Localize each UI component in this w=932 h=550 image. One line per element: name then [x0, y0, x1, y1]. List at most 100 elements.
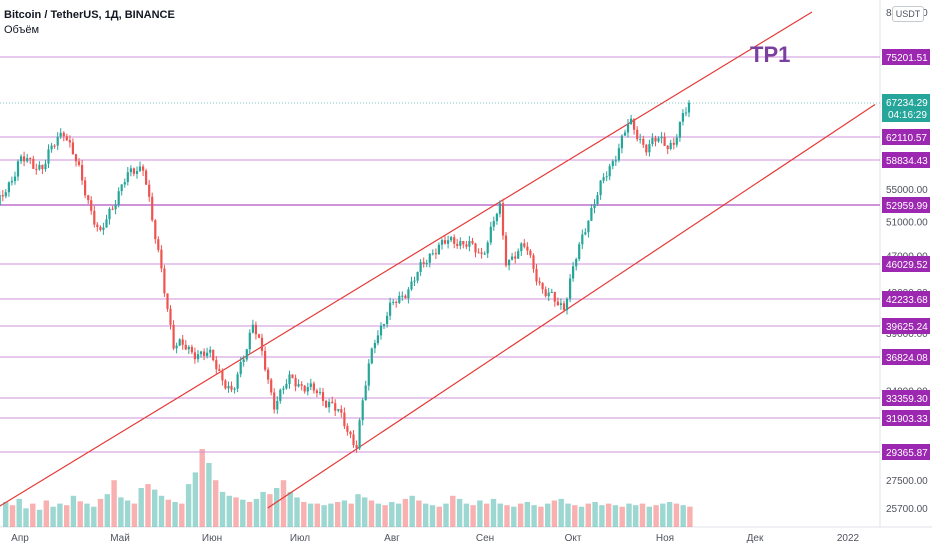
volume-bar — [185, 484, 192, 527]
volume-bar — [538, 506, 544, 527]
candle-body — [334, 403, 337, 411]
volume-bar — [633, 505, 639, 527]
candle-body — [529, 250, 532, 256]
candle-body — [187, 346, 190, 350]
volume-bar — [328, 503, 334, 527]
candle-body — [29, 158, 32, 160]
candle-body — [389, 302, 392, 316]
candle-body — [434, 253, 437, 255]
volume-bar — [578, 506, 585, 527]
candle-body — [678, 121, 681, 138]
candle-body — [556, 301, 559, 305]
candle-body — [291, 374, 294, 379]
currency-unit-badge[interactable]: USDT — [892, 6, 924, 22]
volume-bar — [355, 494, 361, 527]
candle-body — [1, 195, 4, 197]
volume-bar — [504, 505, 510, 527]
candle-body — [562, 303, 566, 311]
candle-body — [77, 161, 81, 165]
candle-body — [340, 409, 343, 413]
candle-body — [10, 181, 13, 183]
candle-body — [465, 244, 468, 247]
volume-bar — [524, 502, 530, 527]
candle-body — [13, 176, 17, 182]
candle-body — [687, 102, 691, 113]
y-tick-label: 27500.00 — [886, 476, 928, 487]
x-tick-label: Дек — [747, 533, 764, 544]
volume-bar — [348, 503, 354, 527]
volume-bar — [558, 498, 564, 527]
candle-body — [62, 132, 65, 137]
candle-body — [578, 244, 581, 259]
candle-body — [267, 369, 270, 380]
candle-body — [511, 256, 514, 260]
candle-body — [575, 259, 578, 267]
candle-body — [157, 239, 160, 250]
candle-body — [227, 385, 230, 389]
volume-bar — [619, 506, 625, 527]
candle-body — [492, 221, 495, 227]
candle-body — [166, 293, 169, 309]
candle-body — [590, 208, 593, 221]
candle-body — [367, 363, 370, 386]
candle-body — [254, 324, 257, 335]
volume-bar — [50, 506, 56, 527]
volume-bar — [592, 502, 598, 527]
candle-body — [196, 354, 200, 360]
volume-bar — [138, 488, 144, 527]
candle-body — [428, 253, 431, 263]
candle-body — [587, 220, 590, 233]
candle-body — [114, 205, 117, 210]
volume-bar — [43, 500, 49, 527]
candle-body — [245, 349, 248, 360]
volume-bar — [36, 509, 43, 527]
candle-body — [675, 137, 678, 145]
level-label-text: 33359.30 — [886, 394, 928, 405]
volume-bar — [517, 503, 524, 527]
candle-body — [645, 144, 648, 153]
candle-body — [175, 345, 178, 349]
candle-body — [68, 140, 71, 143]
candle-body — [193, 352, 196, 360]
candle-body — [544, 289, 547, 297]
candle-body — [260, 337, 264, 351]
candle-body — [270, 379, 273, 393]
candle-body — [138, 166, 142, 171]
volume-bar — [545, 503, 551, 527]
candle-body — [681, 113, 684, 122]
volume-bar — [91, 506, 97, 527]
level-label-text: 36824.08 — [886, 353, 928, 364]
volume-indicator-label[interactable]: Объём — [4, 24, 40, 36]
volume-bar — [307, 503, 314, 527]
candle-body — [440, 240, 444, 245]
volume-bar — [213, 480, 219, 527]
volume-bar — [490, 498, 497, 527]
candle-body — [599, 180, 602, 196]
level-label-text: 42233.68 — [886, 295, 928, 306]
candle-body — [0, 195, 1, 206]
candle-body — [584, 232, 587, 235]
candle-body — [608, 166, 611, 177]
x-tick-label: Окт — [565, 533, 582, 544]
volume-bar — [23, 508, 29, 527]
candle-body — [111, 208, 114, 210]
candle-body — [565, 298, 569, 311]
candle-body — [236, 374, 239, 389]
candle-body — [242, 359, 245, 362]
candle-body — [355, 445, 358, 449]
candle-body — [215, 360, 218, 370]
candle-body — [47, 149, 50, 164]
candle-body — [395, 301, 398, 303]
candle-body — [90, 200, 93, 211]
candle-body — [593, 204, 596, 208]
volume-bar — [64, 505, 70, 527]
candle-body — [178, 339, 181, 346]
volume-bar — [666, 502, 673, 527]
candle-body — [279, 389, 282, 401]
candle-body — [382, 324, 386, 326]
candle-body — [654, 137, 657, 142]
volume-bar — [605, 503, 612, 527]
candle-body — [626, 124, 630, 133]
volume-bar — [57, 503, 63, 527]
